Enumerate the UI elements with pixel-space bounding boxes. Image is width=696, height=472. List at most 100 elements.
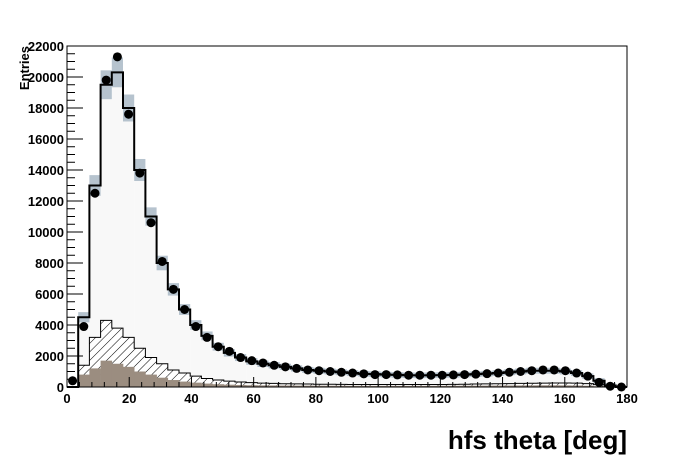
data-point <box>370 370 380 380</box>
mc-fill-bin <box>492 373 504 387</box>
data-point <box>404 370 414 380</box>
brown-bin <box>515 385 527 387</box>
hatched-bin <box>492 383 504 387</box>
hatched-bin <box>436 384 448 387</box>
data-point <box>605 381 615 391</box>
mc-fill-bin <box>223 352 235 387</box>
brown-bin <box>537 385 549 387</box>
data-point <box>79 322 89 332</box>
brown-bin <box>403 385 415 387</box>
y-tick-label: 16000 <box>28 132 64 147</box>
brown-bin <box>548 385 561 387</box>
hatched-bin <box>515 383 527 387</box>
mc-fill-bin <box>167 289 179 387</box>
mc-fill-bin <box>145 216 157 387</box>
hatched-outline <box>67 319 627 388</box>
hatched-bin <box>279 383 291 387</box>
data-point <box>527 366 537 376</box>
data-point <box>112 52 122 62</box>
mc-fill-bin <box>111 72 123 387</box>
hatched-bin <box>548 382 560 387</box>
brown-bin <box>279 385 292 387</box>
data-point <box>381 370 391 380</box>
hatched-bin <box>212 380 224 387</box>
brown-bin <box>470 385 482 387</box>
hatched-bin <box>111 328 123 387</box>
x-tick-label: 0 <box>63 391 70 406</box>
brown-histogram-layer <box>78 360 617 387</box>
brown-bin <box>100 360 113 387</box>
mc-fill-bin <box>559 371 571 387</box>
data-point <box>415 370 425 380</box>
mc-fill-bin <box>515 371 527 387</box>
y-tick-label: 22000 <box>28 39 64 54</box>
data-point <box>583 371 593 381</box>
y-tick-label: 2000 <box>35 349 64 364</box>
brown-bin <box>156 377 169 387</box>
hatched-bin <box>537 383 549 387</box>
data-point <box>247 356 257 366</box>
mc-fill-bin <box>358 373 370 387</box>
mc-fill-bin <box>268 365 280 387</box>
hatched-bin <box>145 357 157 387</box>
brown-bin <box>111 363 124 387</box>
mc-fill-bin <box>302 369 314 387</box>
brown-bin <box>391 385 404 387</box>
x-tick-label: 100 <box>367 391 389 406</box>
hatched-bin <box>167 369 179 387</box>
mc-fill-bin <box>571 373 583 387</box>
hatched-bin <box>503 383 515 387</box>
brown-bin <box>335 385 348 387</box>
brown-bin <box>257 385 269 387</box>
y-tick-label: 14000 <box>28 163 64 178</box>
hatched-bin <box>425 384 437 387</box>
mc-fill-bin <box>369 374 381 387</box>
data-point <box>314 366 324 376</box>
data-point <box>482 369 492 379</box>
mc-fill-bin <box>548 370 560 387</box>
hatched-bin <box>123 337 135 387</box>
hatched-bin <box>347 384 359 387</box>
hatched-bin <box>302 384 314 387</box>
brown-bin <box>190 382 202 387</box>
hatched-bin <box>89 337 101 387</box>
y-tick-label: 20000 <box>28 70 64 85</box>
data-point <box>572 368 582 378</box>
mc-fill-bin <box>425 375 437 387</box>
data-point <box>471 369 481 379</box>
mc-fill-bin <box>582 376 594 387</box>
mc-fill-bin <box>179 309 191 387</box>
brown-bin <box>201 383 213 387</box>
data-points-layer <box>68 52 626 392</box>
data-point <box>90 188 100 198</box>
hatched-bin <box>291 383 303 387</box>
mc-fill-bin <box>537 370 549 387</box>
mc-fill-bin <box>212 346 224 387</box>
hatched-bin <box>470 384 482 387</box>
mc-fill-bin <box>246 361 258 387</box>
data-point <box>280 362 290 372</box>
brown-bin <box>268 385 281 387</box>
hatched-bin <box>324 384 336 387</box>
data-point <box>168 284 178 294</box>
x-tick-label: 60 <box>246 391 260 406</box>
mc-fill-bin <box>481 373 493 387</box>
hatched-bin <box>358 384 370 387</box>
data-point <box>303 365 313 375</box>
data-point <box>258 358 268 368</box>
mc-fill-bin <box>347 373 359 387</box>
brown-bin <box>481 385 493 387</box>
brown-bin <box>380 385 393 387</box>
data-point <box>269 360 279 370</box>
mc-fill-bin <box>447 374 459 387</box>
data-point <box>594 377 604 387</box>
data-point <box>135 168 145 178</box>
data-point <box>549 365 559 375</box>
brown-bin <box>447 385 460 387</box>
mc-fill-bin <box>156 263 168 387</box>
mc-fill-layer <box>78 72 616 387</box>
mc-fill-bin <box>436 375 448 387</box>
brown-bin <box>492 385 505 387</box>
hatched-bin <box>459 384 471 387</box>
